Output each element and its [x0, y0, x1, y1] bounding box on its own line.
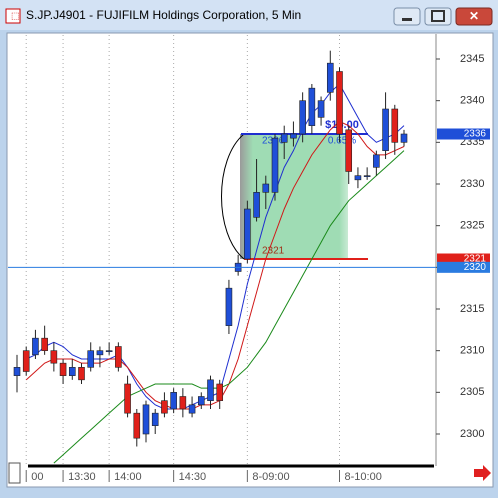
candle-body	[32, 337, 39, 356]
y-tick-label: 2345	[460, 53, 484, 65]
candle-body	[382, 108, 389, 151]
candle-body	[78, 367, 85, 381]
candle-body	[373, 154, 380, 168]
candle-body	[133, 412, 141, 439]
entry-label: 2321	[262, 246, 285, 257]
y-tick-label: 2325	[460, 220, 484, 232]
scroll-box	[8, 462, 21, 484]
candle-body	[179, 396, 187, 410]
candle-body	[308, 87, 316, 126]
price-tag	[437, 261, 490, 273]
candle-body	[271, 137, 279, 193]
y-tick-label: 2315	[460, 303, 484, 315]
candle-body	[105, 350, 113, 352]
candle-body	[197, 396, 205, 406]
candle-body	[142, 404, 150, 435]
candle-body	[87, 350, 95, 368]
candle-body	[345, 129, 353, 172]
close-button[interactable]	[455, 7, 493, 26]
plot: 2300230523102315232023252330233523402345…	[8, 35, 490, 483]
app-icon	[5, 8, 21, 24]
candle-body	[13, 367, 21, 376]
candle-body	[188, 404, 196, 414]
trade-percent: 0.65%	[328, 136, 356, 147]
candle-body	[290, 133, 297, 139]
candle-body	[336, 71, 343, 135]
candle-body	[161, 400, 168, 414]
y-tick-label: 2310	[460, 345, 484, 357]
price-tag-label: 2320	[464, 262, 487, 273]
candle-body	[115, 346, 122, 368]
x-tick-label: 8-09:00	[252, 471, 289, 483]
y-tick-label: 2300	[460, 428, 484, 440]
price-tag-label: 2336	[464, 129, 487, 140]
candle-body	[59, 362, 67, 376]
y-tick-label: 2330	[460, 178, 484, 190]
minimize-button[interactable]	[393, 7, 421, 26]
candle-body	[225, 287, 233, 326]
close-glyph: ✕	[469, 9, 479, 23]
x-tick-label: 00	[31, 471, 43, 483]
minimize-glyph	[402, 18, 412, 21]
candle-body	[354, 175, 362, 181]
candle-body	[170, 392, 177, 410]
y-tick-label: 2305	[460, 386, 484, 398]
candle-body	[50, 350, 58, 364]
candle-body	[96, 350, 104, 356]
maximize-glyph	[431, 10, 445, 22]
moving-average	[53, 150, 405, 464]
candle-body	[317, 100, 325, 118]
candle-body	[400, 133, 408, 143]
candle-body	[363, 175, 371, 177]
candle-body	[68, 367, 76, 376]
price-tag	[437, 128, 490, 140]
candle-body	[391, 108, 399, 143]
x-tick-label: 14:30	[179, 471, 207, 483]
candle-body	[299, 100, 306, 135]
candle-body	[326, 62, 334, 93]
y-tick-label: 2340	[460, 95, 484, 107]
candle-body	[41, 337, 48, 351]
x-tick-label: 14:00	[114, 471, 142, 483]
candle-body	[207, 379, 214, 401]
scroll-arrow[interactable]	[474, 465, 491, 481]
app-icon-glyph: ⬚	[11, 10, 20, 20]
candle-body	[124, 383, 131, 414]
price-tag-label: 2321	[464, 254, 487, 265]
candle-body	[244, 208, 251, 260]
candle-body	[253, 192, 260, 218]
x-tick-label: 8-10:00	[345, 471, 382, 483]
trade-bracket	[221, 133, 245, 260]
price-tag	[437, 253, 490, 265]
candle-body	[280, 133, 288, 143]
candle-body	[151, 412, 159, 426]
window-title: S.JP.J4901 - FUJIFILM Holdings Corporati…	[26, 8, 301, 22]
candle-body	[216, 383, 224, 401]
candle-body	[22, 350, 30, 372]
candle-body	[262, 183, 270, 193]
x-tick-label: 13:30	[68, 471, 96, 483]
